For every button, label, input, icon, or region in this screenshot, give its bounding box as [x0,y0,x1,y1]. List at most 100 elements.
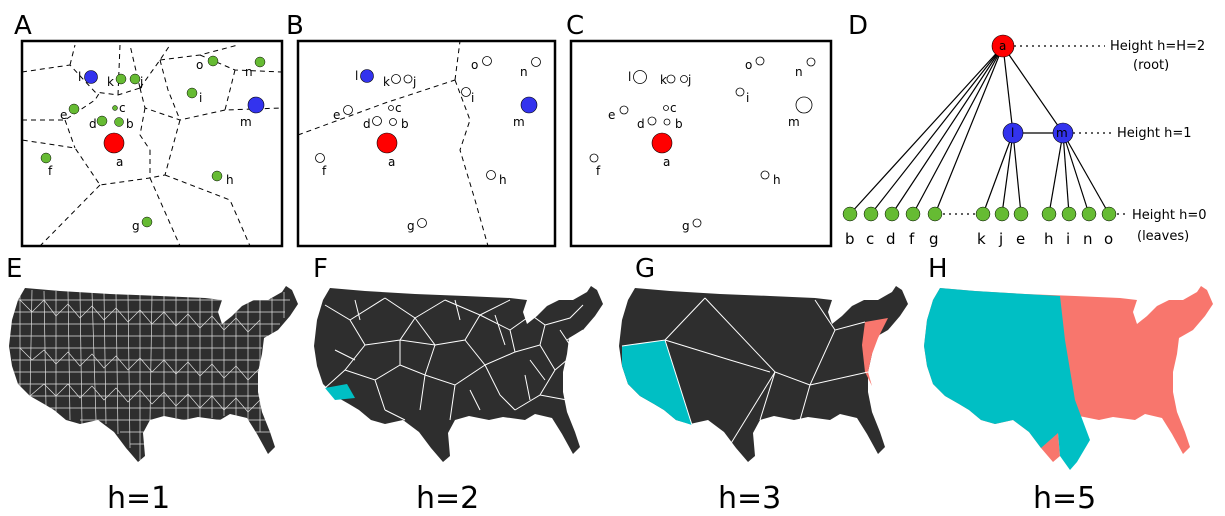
tree-node-label-m: m [1056,126,1068,140]
height-leaf-label: Height h=0 [1132,208,1207,223]
panel-letter-f: F [313,254,328,284]
point-label-o-c: o [745,58,752,72]
panel-c-frame [569,39,833,248]
map-f-grid [324,297,584,421]
map-label-g: h=3 [718,481,781,516]
point-label-b-a: b [126,117,134,131]
point-label-n-a: n [245,65,253,79]
voronoi-edges-a [21,44,283,247]
leaf-label-n: n [1083,230,1093,248]
map-e-fine-grid [10,289,290,460]
point-label-n-c: n [795,65,803,79]
point-label-f-b: f [322,164,327,178]
point-label-g-a: g [132,219,140,233]
point-label-d-c: d [637,117,645,131]
leaf-label-o: o [1104,230,1113,248]
point-label-d-a: d [89,117,97,131]
point-label-k-c: k [660,73,667,87]
tree-edges [849,45,1110,215]
point-label-l-c: l [628,70,631,84]
point-label-l-b: l [355,69,358,83]
voronoi-edges-b [297,40,489,247]
tree-node-label-l: l [1011,126,1014,140]
tree-node-l [1002,122,1024,144]
panel-letter-h: H [928,254,948,284]
point-label-c-a: c [119,101,126,115]
point-m [247,96,265,114]
height-root-label: Height h=H=2 [1110,39,1205,54]
point-label-j-a: j [139,75,143,89]
map-g-grid [621,297,869,446]
panel-letter-g: G [635,254,655,284]
panel-b-frame [296,39,557,248]
point-label-l: l [78,70,81,84]
point-label-o-b: o [471,58,478,72]
leaf-label-f: f [909,230,915,248]
point-l [84,70,98,84]
point-label-n-b: n [520,65,528,79]
us-map-e [9,286,298,462]
map-label-e: h=1 [107,481,170,516]
panel-letter-e: E [6,254,22,284]
panel-a: A a l m [14,11,284,248]
point-label-f-c: f [596,164,601,178]
point-label-h-b: h [499,173,507,187]
point-label-d-b: d [363,117,371,131]
point-label-i-a: i [199,91,202,105]
panel-a-frame [20,39,284,248]
tree-root-node [991,34,1015,58]
leaf-note: (leaves) [1137,229,1189,244]
tree-leaves [842,206,1117,222]
point-label-g-c: g [682,219,690,233]
panel-letter-d: D [848,11,868,41]
point-label-a: a [116,155,123,169]
map-e: E h=1 [6,254,298,516]
leaf-label-h: h [1044,230,1054,248]
point-label-a-b: a [388,155,395,169]
point-label-e-a: e [60,108,67,122]
point-label-e-c: e [608,108,615,122]
map-h-teal-region [924,288,1090,470]
point-label-a-c: a [663,155,670,169]
point-label-h-a: h [226,173,234,187]
panel-b: B a l m k j o n i e [286,11,557,248]
point-label-e-b: e [333,108,340,122]
leaf-label-k: k [977,230,986,248]
point-label-m: m [240,115,252,129]
point-label-h-c: h [773,173,781,187]
point-label-k-b: k [383,75,390,89]
panel-letter-b: B [286,11,304,41]
map-g: G h=3 [619,254,908,516]
root-note: (root) [1133,58,1169,73]
map-f-teal-region [325,384,355,400]
tree-node-m [1052,122,1074,144]
point-m-b [520,96,538,114]
point-label-f-a: f [48,164,53,178]
point-label-j-c: j [687,73,691,87]
leaf-points-a [40,55,266,228]
point-label-c-c: c [670,101,677,115]
point-label-k-a: k [107,75,114,89]
point-label-b-c: b [675,117,683,131]
point-a-c [651,132,673,154]
panel-letter-c: C [566,11,584,41]
point-label-i-c: i [746,91,749,105]
map-g-teal-region [622,340,692,425]
scaled-points-c [589,56,816,228]
leaf-label-c: c [866,230,874,248]
leaf-label-g: g [929,230,939,248]
leaf-points-b [315,56,541,228]
map-g-salmon-region [862,318,888,386]
map-label-f: h=2 [416,481,479,516]
leaf-label-i: i [1066,230,1070,248]
point-label-m-b: m [513,115,525,129]
leaf-label-j: j [998,230,1003,248]
panel-letter-a: A [14,11,32,41]
tree-root-label: a [999,39,1006,53]
point-a [103,132,125,154]
point-label-g-b: g [407,219,415,233]
point-l-b [360,69,374,83]
panel-c: C a l m k j o n i e c d b f [566,11,833,248]
panel-d: D a l m [842,11,1207,248]
